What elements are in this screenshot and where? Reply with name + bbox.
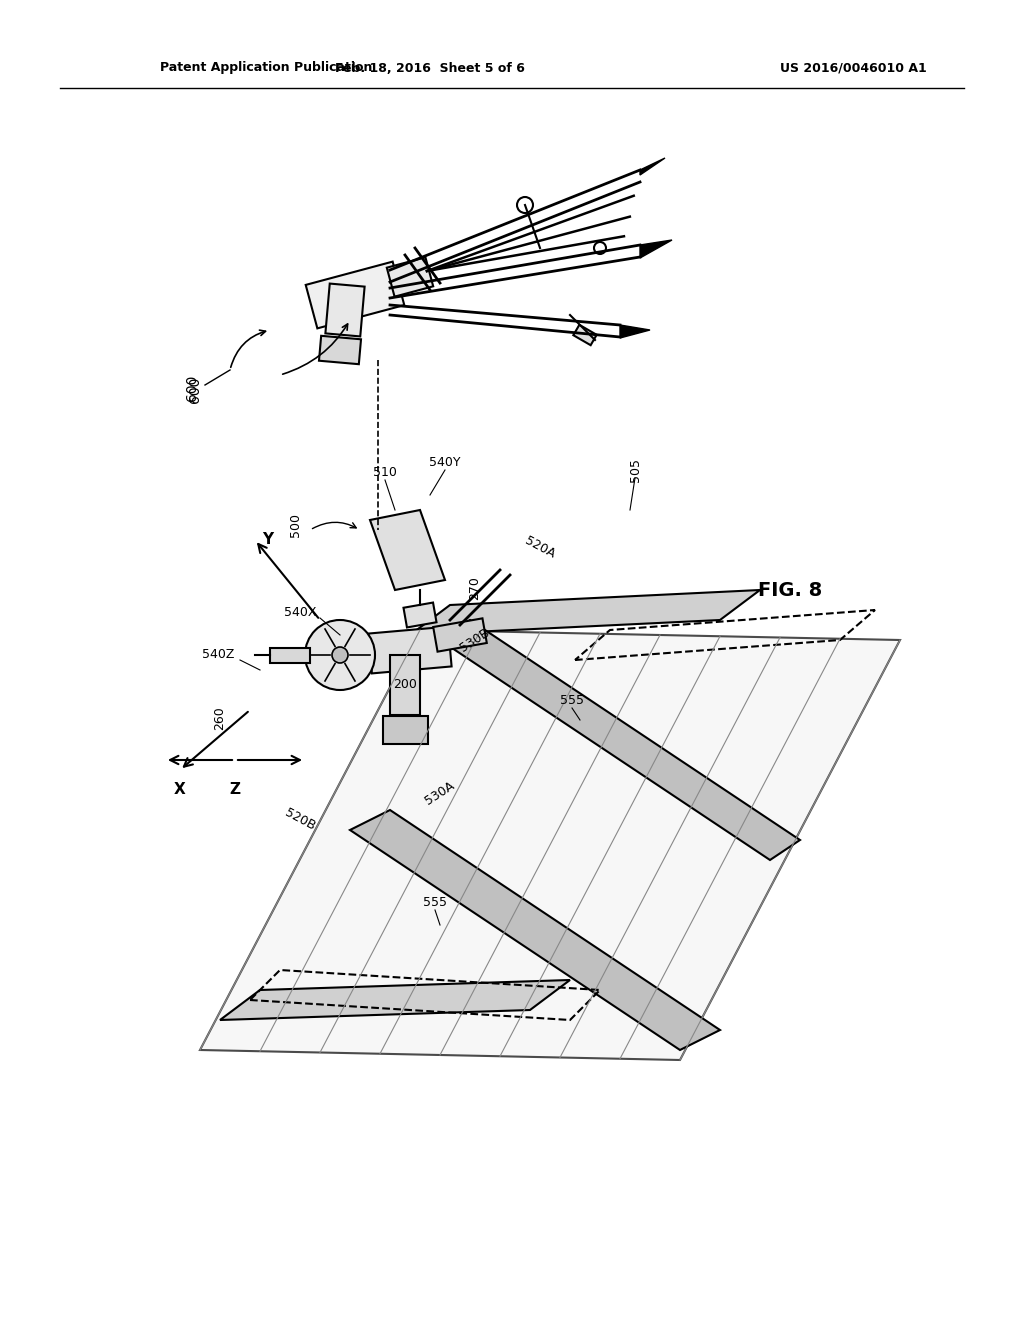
Polygon shape (369, 627, 452, 673)
Polygon shape (306, 261, 404, 329)
Polygon shape (440, 620, 800, 861)
Text: FIG. 8: FIG. 8 (758, 581, 822, 599)
Polygon shape (410, 590, 760, 635)
Polygon shape (200, 630, 900, 1060)
Text: 505: 505 (629, 458, 641, 482)
Text: 260: 260 (213, 706, 226, 730)
Polygon shape (319, 335, 361, 364)
Text: 600: 600 (188, 376, 202, 403)
Text: 555: 555 (423, 896, 447, 909)
Text: 540Z: 540Z (202, 648, 234, 661)
Polygon shape (383, 715, 427, 744)
Polygon shape (350, 810, 720, 1049)
Text: Patent Application Publication: Patent Application Publication (160, 62, 373, 74)
Polygon shape (573, 325, 597, 346)
Text: 530B: 530B (458, 626, 493, 655)
Circle shape (305, 620, 375, 690)
Polygon shape (390, 655, 420, 715)
Polygon shape (433, 618, 486, 652)
Polygon shape (620, 325, 650, 338)
Polygon shape (387, 257, 433, 297)
Text: 500: 500 (289, 513, 301, 537)
Text: 540Y: 540Y (429, 455, 461, 469)
Text: X: X (174, 783, 186, 797)
Polygon shape (403, 602, 436, 627)
Text: 540X: 540X (284, 606, 316, 619)
Polygon shape (370, 510, 445, 590)
Text: 600: 600 (185, 375, 199, 401)
Text: 270: 270 (469, 576, 481, 599)
Circle shape (332, 647, 348, 663)
Text: 200: 200 (393, 678, 417, 692)
Polygon shape (220, 979, 570, 1020)
Text: Z: Z (229, 783, 241, 797)
Polygon shape (640, 158, 665, 176)
Text: 510: 510 (373, 466, 397, 479)
Polygon shape (640, 240, 672, 257)
Text: 555: 555 (560, 693, 584, 706)
Text: Y: Y (262, 532, 273, 548)
Polygon shape (270, 648, 310, 663)
Text: US 2016/0046010 A1: US 2016/0046010 A1 (780, 62, 927, 74)
Text: Feb. 18, 2016  Sheet 5 of 6: Feb. 18, 2016 Sheet 5 of 6 (335, 62, 525, 74)
Text: 530A: 530A (423, 779, 457, 808)
Text: 520B: 520B (283, 807, 317, 833)
Text: 520A: 520A (522, 535, 557, 561)
Polygon shape (326, 284, 365, 337)
